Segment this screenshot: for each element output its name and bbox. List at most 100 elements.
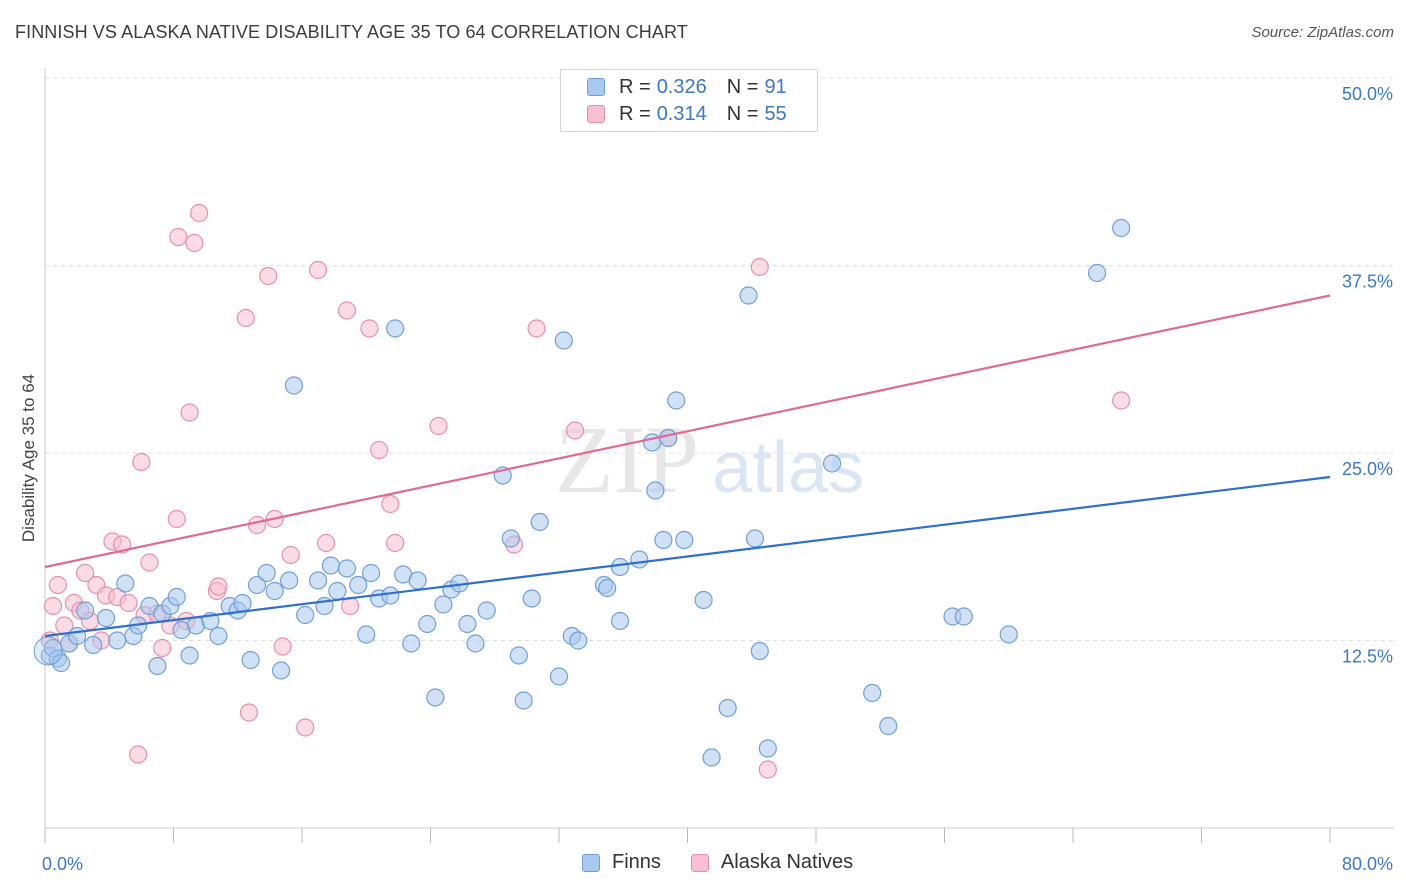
finns-point <box>284 376 304 395</box>
finns-point <box>501 529 520 548</box>
finns-point <box>509 646 528 665</box>
alaska-point <box>750 257 769 277</box>
alaska-point <box>180 403 199 422</box>
finns-point <box>549 667 569 686</box>
legend-n-label: N = <box>726 102 759 125</box>
finns-point <box>209 626 228 646</box>
finns-point <box>116 574 135 593</box>
finns-point <box>758 739 777 758</box>
finns-point <box>272 661 291 680</box>
chart-title: FINNISH VS ALASKA NATIVE DISABILITY AGE … <box>15 22 688 42</box>
legend-r-label: R = <box>619 75 651 98</box>
finns-point <box>402 634 421 653</box>
finns-point <box>675 530 694 550</box>
finns-point <box>96 608 116 628</box>
alaska-point <box>337 301 357 320</box>
y-tick-label: 25.0% <box>1342 459 1393 479</box>
alaska-point <box>209 577 228 596</box>
finns-point <box>822 454 842 473</box>
alaska-point <box>273 637 292 656</box>
finns-point <box>357 625 376 644</box>
x-tick-label: 0.0% <box>42 854 83 874</box>
y-axis-title: Disability Age 35 to 64 <box>19 374 38 542</box>
finns-point <box>434 595 453 614</box>
finns-point <box>530 512 549 532</box>
finns-point <box>180 646 199 665</box>
alaska-point <box>43 596 63 616</box>
finns-point <box>321 556 341 575</box>
finns-point <box>569 631 588 650</box>
finns-point <box>257 563 276 583</box>
finns-point <box>954 607 973 626</box>
alaska-point <box>48 575 67 595</box>
alaska-point <box>386 533 405 553</box>
finns-point <box>610 611 630 631</box>
watermark-atlas: atlas <box>712 428 864 508</box>
series-legend: Finns Alaska Natives <box>582 851 883 874</box>
finns-point <box>466 634 485 653</box>
finns-point <box>349 575 368 595</box>
alaska-point <box>429 416 448 436</box>
legend-n-label: N = <box>726 75 759 98</box>
finns-point <box>630 550 649 569</box>
x-tick-label: 80.0% <box>1342 854 1393 874</box>
alaska-trend-line <box>44 294 1331 569</box>
alaska-point <box>247 515 267 535</box>
finns-point <box>654 530 673 550</box>
source-label: Source: ZipAtlas.com <box>1251 24 1394 41</box>
alaska-point <box>565 421 585 440</box>
legend-item-finns: Finns <box>582 851 661 874</box>
alaska-point <box>140 553 159 572</box>
alaska-point <box>316 533 336 553</box>
legend-row-alaska: R = 0.314 N = 55 <box>587 101 787 127</box>
finns-point <box>167 587 186 607</box>
alaska-point <box>76 563 95 583</box>
finns-swatch <box>587 78 605 96</box>
alaska-point <box>129 745 148 764</box>
finns-point <box>598 578 617 598</box>
alaska-point <box>167 509 186 529</box>
finns-point <box>659 428 678 448</box>
alaska-point <box>758 760 777 779</box>
legend-r-value: 0.314 <box>656 102 707 125</box>
alaska-point <box>239 703 259 722</box>
finns-point <box>51 653 71 673</box>
finns-point <box>33 636 63 666</box>
y-tick-label: 37.5% <box>1342 272 1393 292</box>
finns-point <box>265 581 284 601</box>
trend-lines <box>44 294 1331 638</box>
finns-point <box>241 650 260 670</box>
y-tick-label: 12.5% <box>1342 647 1393 667</box>
finns-point <box>361 563 381 583</box>
finns-point <box>233 593 252 613</box>
axis-labels: 12.5% 25.0% 37.5% 50.0% 0.0% 80.0% Disability … <box>19 84 1393 874</box>
alaska-point <box>259 266 278 286</box>
finns-point <box>280 571 299 590</box>
legend-label-finns: Finns <box>612 851 661 873</box>
finns-swatch <box>582 853 600 872</box>
finns-trend-line <box>44 475 1331 638</box>
finns-point <box>879 716 898 736</box>
finns-point <box>694 590 713 610</box>
y-tick-label: 50.0% <box>1342 84 1393 104</box>
finns-point <box>386 319 405 338</box>
legend-n-value: 91 <box>764 75 787 98</box>
finns-point <box>477 601 496 620</box>
alaska-point <box>169 227 188 247</box>
legend-item-alaska: Alaska Natives <box>690 851 853 874</box>
finns-point <box>296 605 315 625</box>
finns-point <box>84 635 103 655</box>
finns-point <box>418 614 437 634</box>
finns-point <box>514 691 533 710</box>
finns-point <box>1087 263 1107 283</box>
alaska-swatch <box>690 853 709 872</box>
legend-r-label: R = <box>619 102 651 125</box>
finns-point <box>458 614 477 634</box>
alaska-point <box>190 203 209 223</box>
finns-points <box>33 218 1131 767</box>
finns-point <box>148 656 167 676</box>
alaska-swatch <box>587 105 605 123</box>
finns-point <box>863 683 882 703</box>
finns-point <box>108 631 127 650</box>
